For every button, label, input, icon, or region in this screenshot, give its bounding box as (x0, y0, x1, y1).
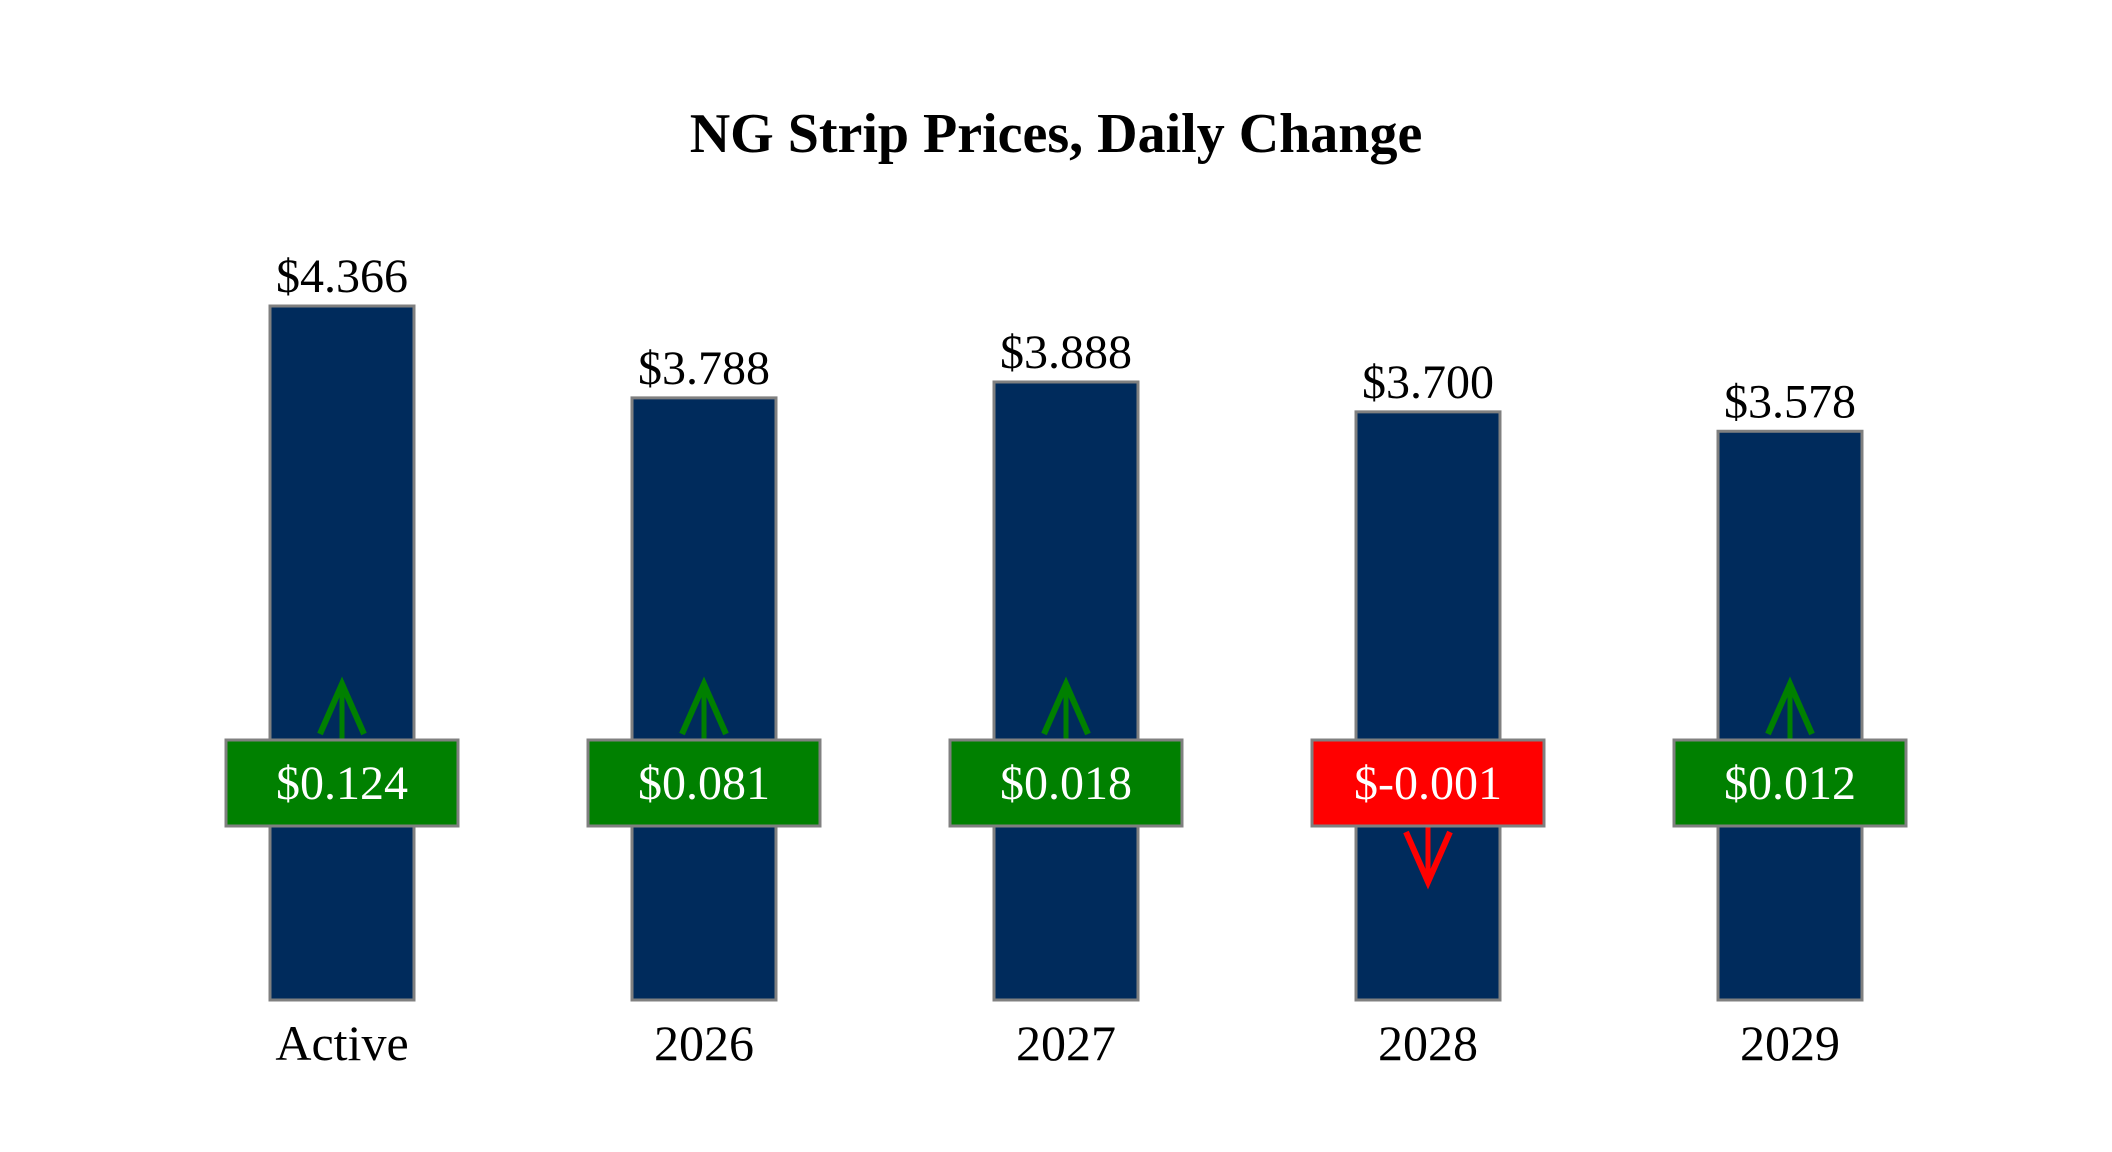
chart-title: NG Strip Prices, Daily Change (690, 103, 1423, 165)
change-box (586, 738, 822, 828)
value-label: $3.788 (638, 342, 770, 395)
change-box (1672, 738, 1908, 828)
category-label: 2028 (1378, 1015, 1478, 1071)
change-label: $0.124 (276, 757, 408, 810)
category-label: 2029 (1740, 1015, 1840, 1071)
change-box (1310, 738, 1546, 828)
change-box (224, 738, 460, 828)
category-label: 2027 (1016, 1015, 1116, 1071)
value-label: $3.578 (1724, 375, 1856, 428)
up-arrow-icon (1765, 676, 1815, 736)
category-label: Active (275, 1015, 408, 1071)
change-label: $0.081 (638, 757, 770, 810)
value-label: $3.888 (1000, 326, 1132, 379)
change-box (948, 738, 1184, 828)
bar-2028 (1354, 410, 1502, 1002)
value-label: $3.700 (1362, 356, 1494, 409)
down-arrow-icon (1403, 830, 1453, 890)
change-label: $-0.001 (1354, 757, 1502, 810)
bars-group: $4.366 Active $0.124 $3.788 2026 $0.081 $3.888… (224, 250, 1908, 1071)
change-label: $0.018 (1000, 757, 1132, 810)
bar-Active (268, 304, 416, 1002)
up-arrow-icon (1041, 676, 1091, 736)
change-label: $0.012 (1724, 757, 1856, 810)
value-label: $4.366 (276, 250, 408, 303)
up-arrow-icon (317, 676, 367, 736)
category-label: 2026 (654, 1015, 754, 1071)
up-arrow-icon (679, 676, 729, 736)
